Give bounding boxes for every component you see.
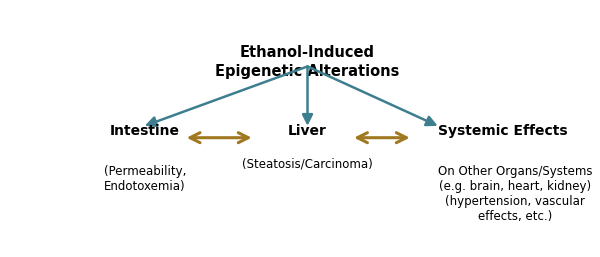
Text: Ethanol-Induced
Epigenetic Alterations: Ethanol-Induced Epigenetic Alterations [215,45,400,79]
Text: Systemic Effects: Systemic Effects [438,124,568,138]
Text: (Steatosis/Carcinoma): (Steatosis/Carcinoma) [242,158,373,170]
Text: (Permeability,
Endotoxemia): (Permeability, Endotoxemia) [104,166,186,194]
Text: Intestine: Intestine [110,124,180,138]
Text: On Other Organs/Systems
(e.g. brain, heart, kidney)
(hypertension, vascular
effe: On Other Organs/Systems (e.g. brain, hea… [438,166,592,223]
Text: Liver: Liver [288,124,327,138]
